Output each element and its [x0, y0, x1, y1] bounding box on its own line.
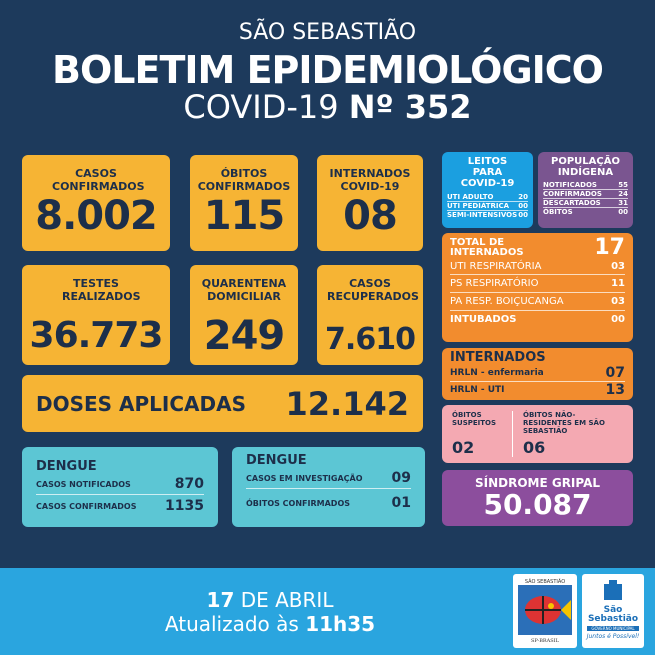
footer: 17 DE ABRIL Atualizado às 11h35 SÃO SEBA… — [0, 568, 655, 655]
updated-prefix: Atualizado às — [164, 612, 299, 636]
row-label: DESCARTADOS — [543, 199, 601, 207]
row-label: CONFIRMADOS — [543, 190, 602, 198]
row-value: 03 — [611, 296, 625, 307]
covid-label: COVID-19 — [183, 88, 339, 126]
sao-sebastiao-emblem-logo: SÃO SEBASTIÃO SP-BRASIL — [513, 574, 577, 648]
row-value: 20 — [518, 193, 528, 201]
svg-text:SÃO SEBASTIÃO: SÃO SEBASTIÃO — [525, 578, 565, 585]
sindrome-value: 50.087 — [483, 488, 592, 521]
row-label: HRLN - UTI — [450, 385, 505, 395]
row-value: 24 — [618, 190, 628, 198]
updated-time: 11h35 — [305, 612, 376, 636]
svg-text:SP-BRASIL: SP-BRASIL — [531, 638, 560, 644]
suspeitos-value: 02 — [452, 438, 475, 457]
hrln-card: INTERNADOS HRLN - enfermaria 07 HRLN - UT… — [442, 348, 633, 400]
card-label: QUARENTENA DOMICILIAR — [201, 277, 287, 303]
card-casos-confirmados: CASOS CONFIRMADOS 8.002 — [22, 155, 170, 251]
bulletin-number: COVID-19 Nº 352 — [0, 88, 655, 126]
row-value: 13 — [605, 382, 625, 398]
row-value: 870 — [174, 476, 204, 492]
card-doses: DOSES APLICADAS 12.142 — [22, 375, 423, 432]
total-internados-card: TOTAL DE INTERNADOS 17 UTI RESPIRATÓRIA 03… — [442, 233, 633, 342]
footer-updated: Atualizado às 11h35 — [110, 612, 430, 636]
page-title: BOLETIM EPIDEMIOLÓGICO — [52, 48, 604, 92]
row-label: NOTIFICADOS — [543, 181, 597, 189]
row-label: CASOS CONFIRMADOS — [36, 501, 137, 511]
row-value: 00 — [611, 314, 625, 325]
nao-residentes-value: 06 — [523, 438, 546, 457]
row-label: ÓBITOS — [543, 208, 573, 216]
row-label: CASOS EM INVESTIGAÇÃO — [246, 473, 363, 483]
indigena-card: POPULAÇÃO INDÍGENA NOTIFICADOS 55 CONFIRM… — [538, 152, 633, 228]
card-value: 115 — [203, 193, 286, 239]
row-label: UTI PEDIÁTRICA — [447, 202, 510, 210]
bulletin-num: Nº 352 — [348, 88, 472, 126]
row-label: PA RESP. BOIÇUCANGA — [450, 296, 564, 307]
dengue-card-2: DENGUE CASOS EM INVESTIGAÇÃO 09 ÓBITOS CO… — [232, 447, 425, 527]
dengue-card-1: DENGUE CASOS NOTIFICADOS 870 CASOS CONFIR… — [22, 447, 218, 527]
row-value: 00 — [518, 211, 528, 219]
dengue-title: DENGUE — [246, 453, 307, 468]
card-value: 36.773 — [29, 315, 164, 356]
hrln-title: INTERNADOS — [450, 350, 546, 365]
date-day: 17 — [206, 588, 235, 612]
row-label: ÓBITOS CONFIRMADOS — [246, 498, 351, 508]
card-testes: TESTES REALIZADOS 36.773 — [22, 265, 170, 365]
card-obitos-confirmados: ÓBITOS CONFIRMADOS 115 — [190, 155, 298, 251]
leitos-title: LEITOS PARA COVID-19 — [460, 156, 515, 189]
doses-value: 12.142 — [285, 384, 409, 423]
footer-date: 17 DE ABRIL — [110, 588, 430, 612]
sindrome-card: SÍNDROME GRIPAL 50.087 — [442, 470, 633, 526]
row-value: 55 — [618, 181, 628, 189]
card-value: 7.610 — [325, 322, 416, 357]
doses-label: DOSES APLICADAS — [36, 391, 246, 416]
card-value: 8.002 — [35, 193, 158, 239]
suspeitos-label: ÓBITOS SUSPEITOS — [452, 411, 497, 427]
card-label: CASOS RECUPERADOS — [327, 277, 419, 303]
sindrome-label: SÍNDROME GRIPAL — [474, 476, 601, 490]
card-label: ÓBITOS CONFIRMADOS — [197, 167, 291, 193]
row-value: 31 — [618, 199, 628, 207]
card-label: INTERNADOS COVID-19 — [329, 167, 411, 193]
row-value: 1135 — [165, 498, 204, 514]
leitos-card: LEITOS PARA COVID-19 UTI ADULTO 20 UTI PE… — [442, 152, 533, 228]
card-quarentena: QUARENTENA DOMICILIAR 249 — [190, 265, 298, 365]
row-value: 07 — [605, 365, 625, 381]
card-value: 249 — [203, 313, 286, 359]
row-label: UTI RESPIRATÓRIA — [450, 261, 542, 272]
row-value: 01 — [391, 495, 411, 511]
row-label: CASOS NOTIFICADOS — [36, 479, 131, 489]
obitos-card: ÓBITOS SUSPEITOS 02 ÓBITOS NÃO-RESIDENTES… — [442, 405, 633, 463]
total-value: 17 — [594, 235, 625, 260]
row-label: SEMI-INTENSIVOS — [447, 211, 518, 219]
row-value: 11 — [611, 278, 625, 289]
row-value: 00 — [518, 202, 528, 210]
row-value: 03 — [611, 261, 625, 272]
city-name: SÃO SEBASTIÃO — [238, 20, 417, 45]
row-value: 09 — [391, 470, 411, 486]
total-label: TOTAL DE INTERNADOS — [450, 237, 524, 258]
row-label: INTUBADOS — [450, 314, 517, 325]
date-month: DE ABRIL — [240, 588, 334, 612]
row-label: PS RESPIRATÓRIO — [450, 278, 539, 289]
row-label: HRLN - enfermaria — [450, 368, 544, 378]
nao-residentes-label: ÓBITOS NÃO-RESIDENTES EM SÃO SEBASTIÃO — [523, 411, 605, 435]
dengue-title: DENGUE — [36, 459, 97, 474]
card-internados: INTERNADOS COVID-19 08 — [317, 155, 423, 251]
indigena-title: POPULAÇÃO INDÍGENA — [551, 156, 620, 178]
card-recuperados: CASOS RECUPERADOS 7.610 — [317, 265, 423, 365]
row-value: 00 — [618, 208, 628, 216]
card-label: TESTES REALIZADOS — [62, 277, 141, 303]
card-label: CASOS CONFIRMADOS — [52, 167, 145, 193]
prefeitura-logo: São Sebastião GOVERNO MUNICIPAL Juntos é … — [582, 574, 644, 648]
row-label: UTI ADULTO — [447, 193, 494, 201]
card-value: 08 — [343, 193, 398, 239]
